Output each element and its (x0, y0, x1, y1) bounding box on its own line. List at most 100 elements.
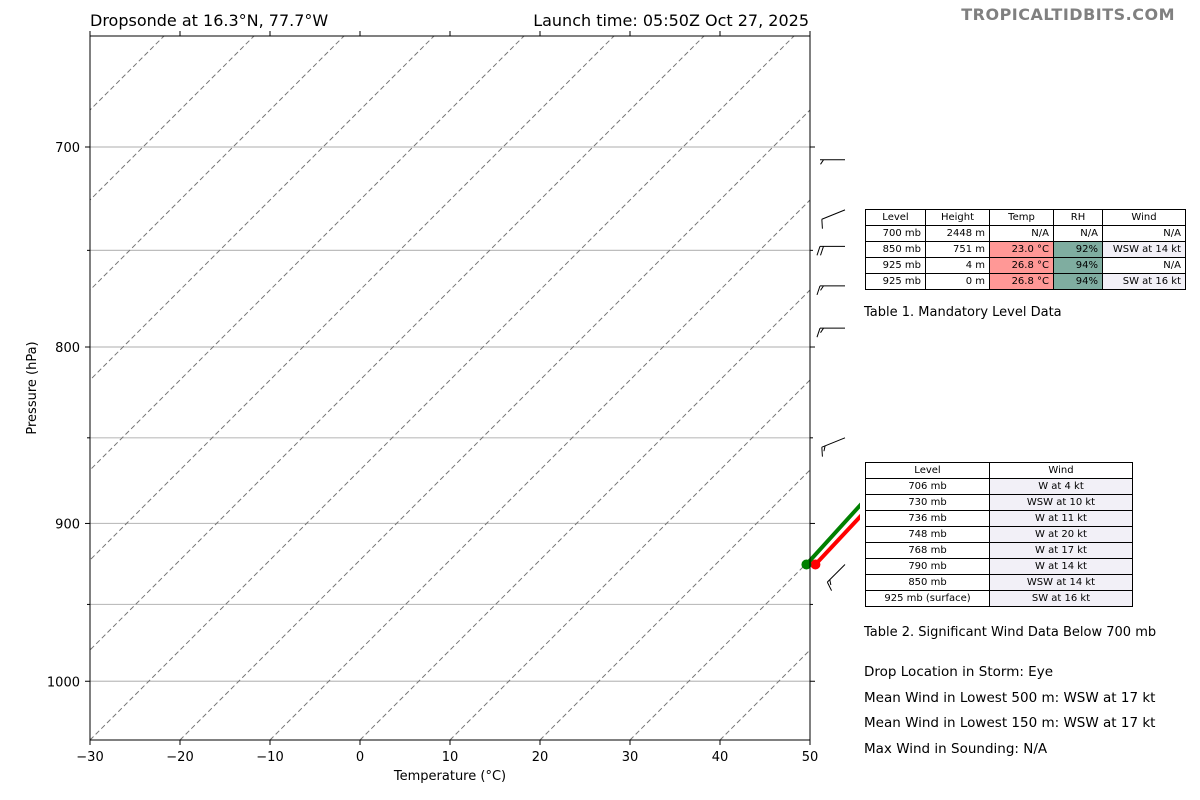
table-row: 925 mb 0 m 26.8 °C 94% SW at 16 kt (865, 273, 1186, 290)
table1-cell: 850 mb (865, 241, 926, 258)
isotherm-line (629, 559, 810, 740)
table2-level-cell: 730 mb (865, 494, 990, 511)
table1-cell: 751 m (925, 241, 990, 258)
table2-wind-cell: W at 17 kt (989, 542, 1133, 559)
profile-line (813, 513, 860, 566)
plot-frame (89, 35, 811, 741)
table1-header-cell: RH (1053, 209, 1103, 226)
wind-barb-feather (820, 159, 824, 165)
table2-level-cell: 748 mb (865, 526, 990, 543)
table2-wind-cell: W at 14 kt (989, 558, 1133, 575)
table1-cell: WSW at 14 kt (1102, 241, 1186, 258)
table1-cell: 94% (1053, 273, 1103, 290)
isotherm-line (90, 36, 615, 561)
info-line: Max Wind in Sounding: N/A (864, 741, 1048, 757)
table2-header-cell: Level (865, 462, 990, 479)
table1-cell: 26.8 °C (989, 273, 1054, 290)
table1-cell: 700 mb (865, 225, 926, 242)
chart-title-left: Dropsonde at 16.3°N, 77.7°W (90, 11, 328, 30)
table1-cell: 0 m (925, 273, 990, 290)
isotherm-line (449, 379, 810, 740)
x-tick-label: 50 (802, 750, 819, 765)
table1-cell: N/A (1053, 225, 1103, 242)
table-row: 768 mb W at 17 kt (865, 542, 1133, 559)
wind-barb-feather (821, 219, 823, 229)
wind-barb-feather (816, 246, 821, 256)
wind-barb-feather (826, 581, 833, 591)
table1-cell: 26.8 °C (989, 257, 1054, 274)
table2-header-cell: Wind (989, 462, 1133, 479)
table1-header-cell: Wind (1102, 209, 1186, 226)
wind-barb-staff (821, 209, 846, 220)
wind-barb-staff (821, 437, 846, 448)
table2-wind-cell: WSW at 10 kt (989, 494, 1133, 511)
table1-cell: SW at 16 kt (1102, 273, 1186, 290)
skewt-chart: −30 −20 −10 0 10 20 30 40 50 700 800 900 1000 Dropso… (25, 11, 860, 784)
axes-layer: −30 −20 −10 0 10 20 30 40 50 700 800 900 1000 (47, 31, 818, 765)
isotherm-line (269, 199, 810, 740)
table1-cell: 23.0 °C (989, 241, 1054, 258)
x-tick-label: −20 (166, 750, 193, 765)
table1-header-cell: Temp (989, 209, 1054, 226)
chart-title-right: Launch time: 05:50Z Oct 27, 2025 (533, 11, 809, 30)
table2-level-cell: 706 mb (865, 478, 990, 495)
significant-wind-table: Level Wind 706 mb W at 4 kt 730 mb WSW at 10 … (865, 462, 1133, 607)
mandatory-level-table: Level Height Temp RH Wind 700 mb 2448 m N/A N/A N… (865, 209, 1186, 290)
x-tick-label: 0 (356, 750, 364, 765)
profile-line (804, 502, 860, 566)
isotherm-line (90, 36, 705, 651)
wind-barb-feather (820, 246, 824, 256)
profile-point (810, 559, 821, 570)
table1-cell: N/A (1102, 225, 1186, 242)
x-tick-label: 40 (712, 750, 729, 765)
wind-barb-staff (826, 564, 846, 583)
wind-barb-feather (816, 285, 821, 296)
y-tick-label: 700 (55, 141, 80, 156)
table1-cell: 92% (1053, 241, 1103, 258)
x-tick-label: −10 (256, 750, 283, 765)
table2-header-row: Level Wind (865, 462, 1133, 479)
isotherm-line (809, 739, 810, 740)
info-line: Drop Location in Storm: Eye (864, 664, 1054, 680)
table-row: 790 mb W at 14 kt (865, 558, 1133, 575)
table1-cell: 94% (1053, 257, 1103, 274)
table2-wind-cell: W at 20 kt (989, 526, 1133, 543)
x-tick-label: 30 (622, 750, 639, 765)
table-row: 748 mb W at 20 kt (865, 526, 1133, 543)
table-row: 925 mb 4 m 26.8 °C 94% N/A (865, 257, 1186, 274)
table2-level-cell: 850 mb (865, 574, 990, 591)
isotherm-line (359, 289, 810, 740)
table2-level-cell: 925 mb (surface) (865, 590, 990, 607)
table2-caption: Table 2. Significant Wind Data Below 700… (864, 625, 1157, 640)
table1-cell: N/A (989, 225, 1054, 242)
table1-header-row: Level Height Temp RH Wind (865, 209, 1186, 226)
isotherm-layer (90, 36, 810, 740)
table1-caption: Table 1. Mandatory Level Data (864, 305, 1062, 320)
grid-layer (90, 146, 810, 682)
wind-barb-layer (816, 159, 846, 591)
table2-wind-cell: W at 11 kt (989, 510, 1133, 527)
table-row: 925 mb (surface) SW at 16 kt (865, 590, 1133, 607)
table1-cell: N/A (1102, 257, 1186, 274)
table2-level-cell: 736 mb (865, 510, 990, 527)
table2-level-cell: 790 mb (865, 558, 990, 575)
table-row: 700 mb 2448 m N/A N/A N/A (865, 225, 1186, 242)
table-row: 706 mb W at 4 kt (865, 478, 1133, 495)
brand-watermark: TROPICALTIDBITS.COM (961, 5, 1175, 24)
y-tick-label: 900 (55, 517, 80, 532)
wind-barb-feather (816, 328, 821, 338)
wind-barb-feather (820, 285, 824, 291)
wind-barb-feather (821, 447, 823, 457)
table-row: 850 mb WSW at 14 kt (865, 574, 1133, 591)
table1-cell: 925 mb (865, 257, 926, 274)
isotherm-line (179, 109, 810, 740)
y-axis-label: Pressure (hPa) (25, 341, 40, 434)
table2-wind-cell: SW at 16 kt (989, 590, 1133, 607)
info-line: Mean Wind in Lowest 500 m: WSW at 17 kt (864, 690, 1156, 706)
x-tick-label: −30 (76, 750, 103, 765)
series-layer (801, 502, 860, 570)
info-line: Mean Wind in Lowest 150 m: WSW at 17 kt (864, 715, 1156, 731)
table2-wind-cell: WSW at 14 kt (989, 574, 1133, 591)
isotherm-line (90, 36, 525, 471)
y-tick-label: 800 (55, 341, 80, 356)
